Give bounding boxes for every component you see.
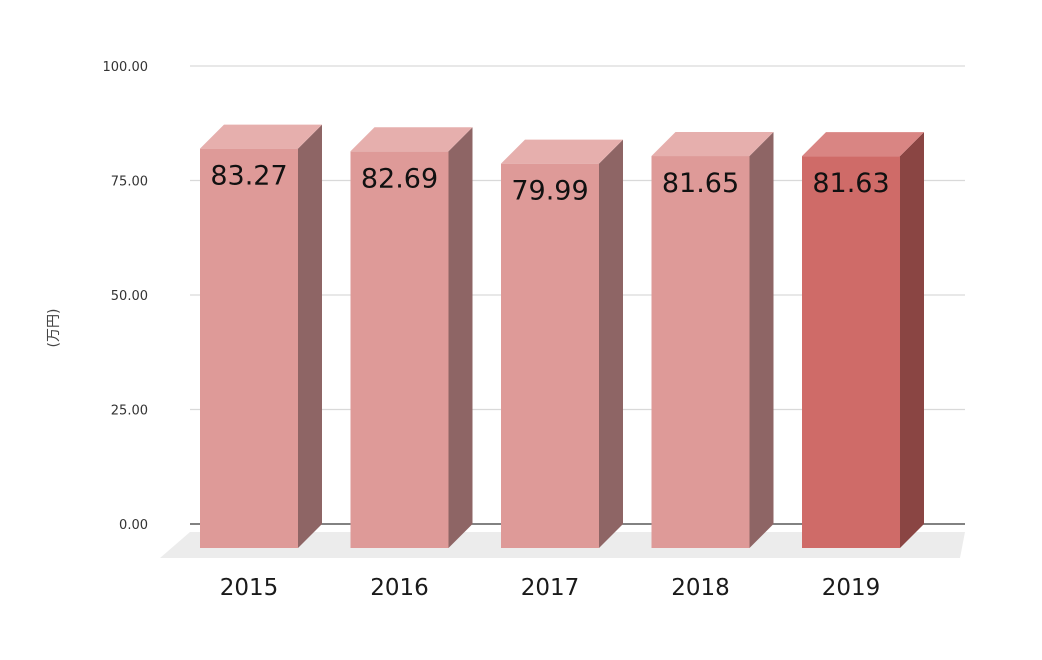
bar-front [651,156,750,548]
bar-side [298,124,322,548]
bar-front [350,151,449,549]
x-tick-label: 2019 [822,575,881,601]
bar-side [448,127,473,549]
y-tick-label: 0.00 [119,518,148,533]
x-tick-label: 2016 [370,575,429,601]
bar-top [651,132,774,157]
bar-side [599,139,623,548]
y-axis-ticks: 0.00 25.00 50.00 75.00 100.00 [103,60,149,533]
data-label: 79.99 [511,176,588,207]
bar-top [350,127,473,152]
bar-2018 [651,132,774,548]
bar-front [200,148,298,548]
bars [200,124,924,549]
bar-top [200,124,322,149]
bar-2015 [200,124,322,548]
bar-2019 [802,132,924,549]
bar-top [501,139,623,164]
y-tick-label: 50.00 [111,289,148,304]
data-labels: 83.27 82.69 79.99 81.65 81.63 [210,161,889,207]
bar-side [749,132,774,548]
bar-side [900,132,924,549]
y-axis-label: (万円) [46,309,62,348]
data-label: 81.63 [812,168,889,199]
bar-front [802,156,900,549]
y-tick-label: 25.00 [111,404,148,419]
data-label: 81.65 [662,168,739,199]
x-tick-label: 2017 [521,575,580,601]
bar-front [501,163,599,548]
data-label: 83.27 [210,161,287,192]
data-label: 82.69 [361,163,438,194]
y-tick-label: 100.00 [103,60,149,75]
bar-top [802,132,924,157]
bar-2017 [501,139,623,548]
x-axis-ticks: 2015 2016 2017 2018 2019 [220,575,881,601]
bar-2016 [350,127,473,549]
x-tick-label: 2015 [220,575,279,601]
x-tick-label: 2018 [671,575,730,601]
y-tick-label: 75.00 [111,175,148,190]
